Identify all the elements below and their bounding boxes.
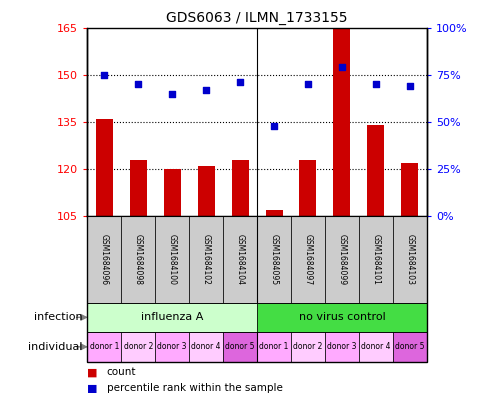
Text: GSM1684096: GSM1684096 <box>100 234 108 285</box>
Text: GSM1684103: GSM1684103 <box>405 234 413 285</box>
Text: GSM1684095: GSM1684095 <box>269 234 278 285</box>
Bar <box>189 216 223 303</box>
Text: GSM1684101: GSM1684101 <box>371 234 379 285</box>
Bar <box>155 216 189 303</box>
Bar <box>358 332 392 362</box>
Point <box>303 81 311 87</box>
Bar <box>223 332 257 362</box>
Text: donor 4: donor 4 <box>191 342 220 351</box>
Point <box>405 83 413 89</box>
Bar <box>324 332 358 362</box>
Bar <box>257 216 290 303</box>
Text: GSM1684097: GSM1684097 <box>303 234 312 285</box>
Point <box>337 64 345 70</box>
Bar <box>87 303 257 332</box>
Bar <box>231 160 248 216</box>
Text: count: count <box>106 367 136 377</box>
Point <box>270 123 277 129</box>
Bar <box>265 210 282 216</box>
Bar <box>299 160 316 216</box>
Text: GSM1684098: GSM1684098 <box>134 234 142 285</box>
Point <box>236 79 243 85</box>
Bar <box>257 303 426 332</box>
Point <box>371 81 379 87</box>
Bar <box>189 332 223 362</box>
Point <box>202 86 210 93</box>
Bar <box>333 28 349 216</box>
Text: ■: ■ <box>87 367 98 377</box>
Bar <box>358 216 392 303</box>
Title: GDS6063 / ILMN_1733155: GDS6063 / ILMN_1733155 <box>166 11 347 25</box>
Text: infection: infection <box>34 312 82 322</box>
Bar <box>366 125 383 216</box>
Text: ■: ■ <box>87 383 98 393</box>
Text: donor 4: donor 4 <box>361 342 390 351</box>
Text: influenza A: influenza A <box>141 312 203 322</box>
Bar <box>87 216 121 303</box>
Bar <box>87 332 121 362</box>
Point <box>168 90 176 97</box>
Bar <box>223 216 257 303</box>
Text: individual: individual <box>28 342 82 352</box>
Text: donor 1: donor 1 <box>259 342 288 351</box>
Text: donor 2: donor 2 <box>293 342 322 351</box>
Text: donor 3: donor 3 <box>327 342 356 351</box>
Text: donor 1: donor 1 <box>90 342 119 351</box>
Text: GSM1684102: GSM1684102 <box>201 234 210 285</box>
Bar <box>121 332 155 362</box>
Bar <box>129 160 146 216</box>
Bar <box>290 216 324 303</box>
Bar <box>121 216 155 303</box>
Text: donor 3: donor 3 <box>157 342 186 351</box>
Point <box>134 81 142 87</box>
Bar <box>290 332 324 362</box>
Bar <box>392 216 426 303</box>
Text: donor 5: donor 5 <box>225 342 254 351</box>
Bar <box>95 119 112 216</box>
Bar <box>400 163 417 216</box>
Text: donor 5: donor 5 <box>394 342 424 351</box>
Bar <box>324 216 358 303</box>
Text: GSM1684104: GSM1684104 <box>235 234 244 285</box>
Text: donor 2: donor 2 <box>123 342 152 351</box>
Text: GSM1684100: GSM1684100 <box>167 234 176 285</box>
Text: no virus control: no virus control <box>298 312 384 322</box>
Text: percentile rank within the sample: percentile rank within the sample <box>106 383 282 393</box>
Point <box>100 72 108 78</box>
Bar <box>155 332 189 362</box>
Text: GSM1684099: GSM1684099 <box>337 234 346 285</box>
Bar <box>163 169 180 216</box>
Bar <box>197 166 214 216</box>
Bar <box>257 332 290 362</box>
Bar <box>392 332 426 362</box>
